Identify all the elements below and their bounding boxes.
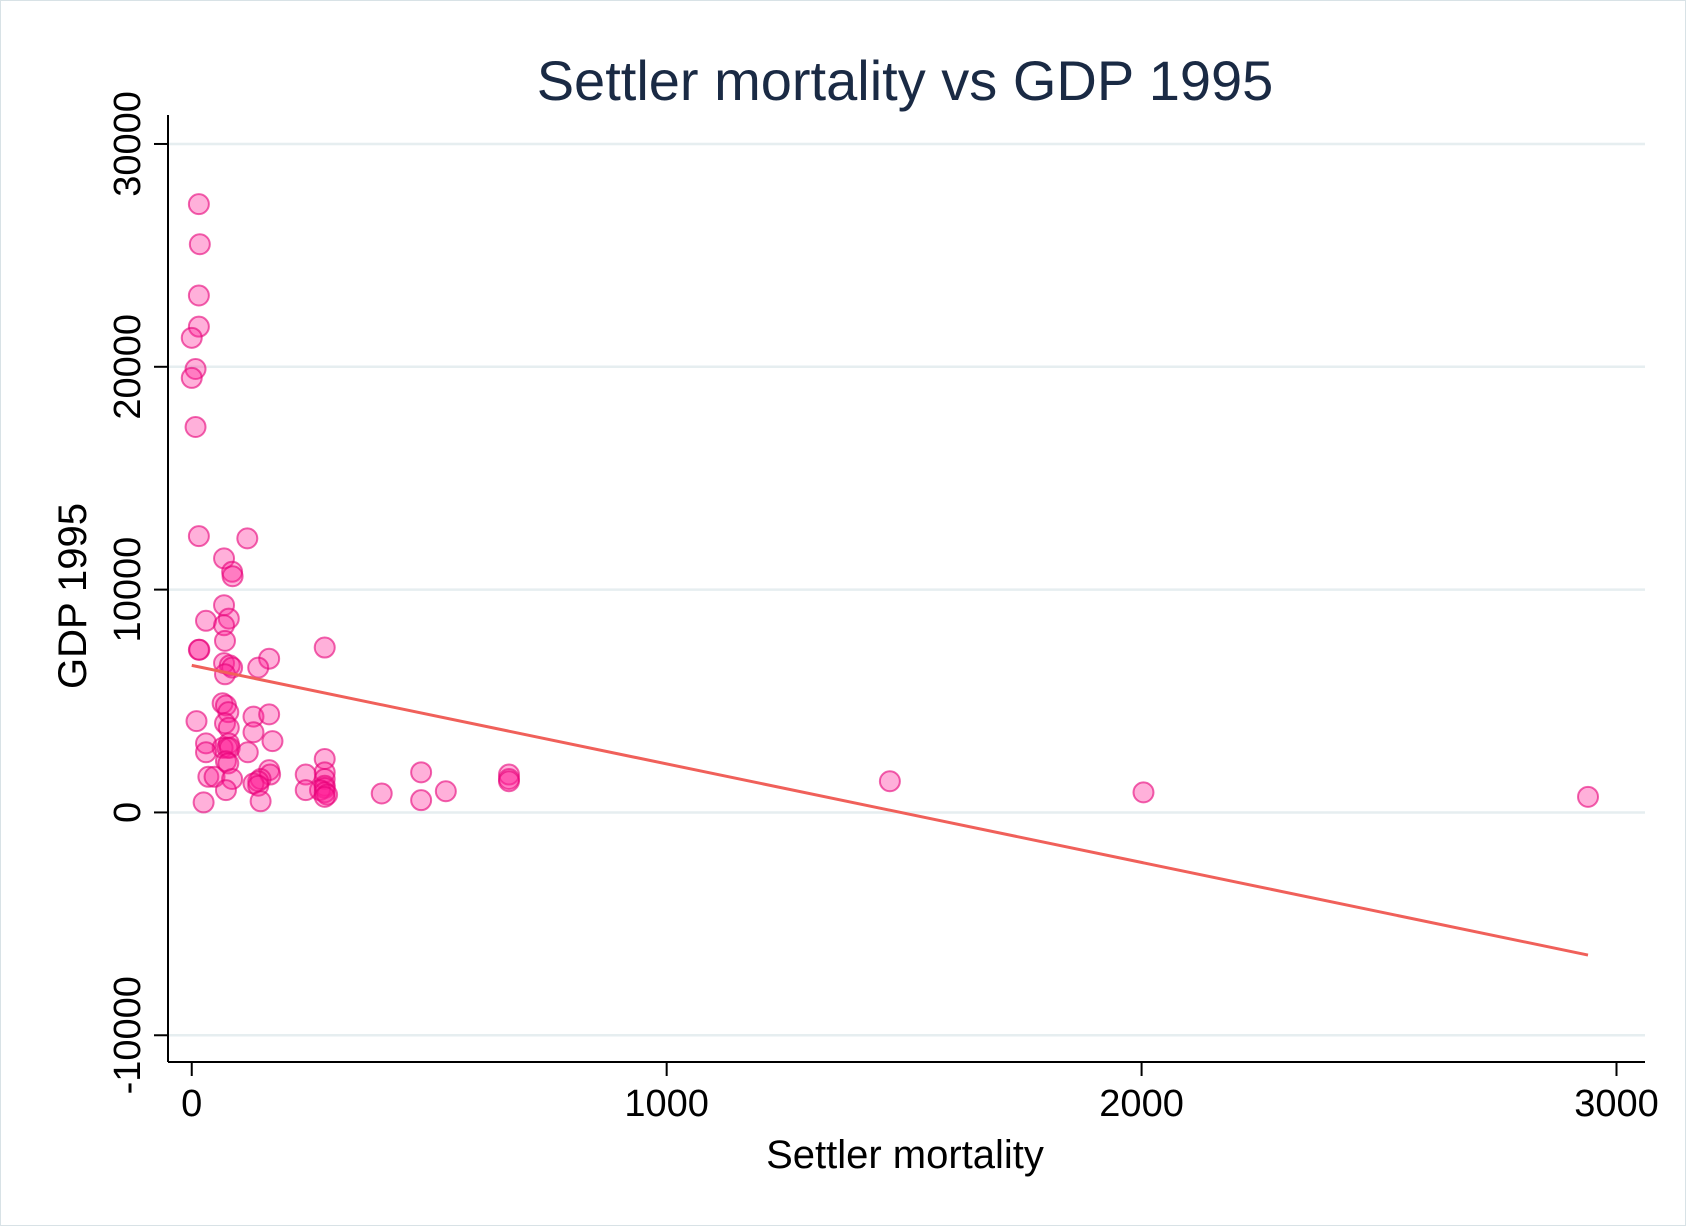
y-tick-label-2: 10000 [107,537,149,643]
data-point-61 [878,770,901,793]
chart-title: Settler mortality vs GDP 1995 [537,49,1274,112]
data-point-0 [187,193,210,216]
data-point-42 [194,741,217,764]
x-tick-label-1: 1000 [624,1083,709,1125]
data-point-3 [187,315,210,338]
data-point-7 [184,415,207,438]
data-point-78 [192,791,215,814]
gridlines [168,142,1645,1037]
data-point-9 [236,527,259,550]
data-point-18 [187,638,210,661]
data-point-8 [187,525,210,548]
data-point-55 [221,768,244,791]
fit-line [191,663,1589,957]
data-point-76 [410,789,433,812]
data-point-36 [261,730,284,753]
data-point-75 [1577,785,1600,808]
x-ticks: 0 1000 2000 3000 [181,1062,1659,1125]
axes [167,115,1645,1063]
data-points [180,193,1600,814]
x-tick-label-0: 0 [181,1083,202,1125]
data-point-43 [236,741,259,764]
data-point-67 [294,779,317,802]
data-point-49 [410,761,433,784]
data-point-16 [213,614,236,637]
data-point-20 [313,636,336,659]
data-point-69 [434,780,457,803]
y-tick-label-0: -10000 [107,976,149,1094]
y-tick-label-4: 30000 [107,91,149,197]
data-point-24 [247,656,270,679]
data-point-53 [197,765,220,788]
data-point-31 [258,703,281,726]
y-ticks: -10000 0 10000 20000 30000 [107,91,168,1094]
data-point-30 [242,705,265,728]
data-point-12 [221,565,244,588]
data-point-62 [497,770,520,793]
x-tick-label-3: 3000 [1574,1083,1659,1125]
data-point-15 [194,609,217,632]
y-tick-label-3: 20000 [107,314,149,420]
y-axis-label: GDP 1995 [51,503,95,689]
data-point-32 [185,710,208,733]
data-point-74 [313,785,336,808]
y-tick-label-1: 0 [107,802,149,823]
data-point-1 [188,233,211,256]
data-point-35 [242,721,265,744]
data-point-4 [180,326,203,349]
data-point-10 [213,547,236,570]
data-point-2 [187,284,210,307]
data-point-70 [1132,781,1155,804]
data-point-72 [370,782,393,805]
fit-line-group [191,663,1589,957]
x-tick-label-2: 2000 [1099,1083,1184,1125]
data-point-38 [194,732,217,755]
data-point-6 [180,366,203,389]
data-point-19 [213,629,236,652]
data-point-77 [249,790,272,813]
x-axis-label: Settler mortality [766,1133,1044,1177]
data-point-68 [214,779,237,802]
